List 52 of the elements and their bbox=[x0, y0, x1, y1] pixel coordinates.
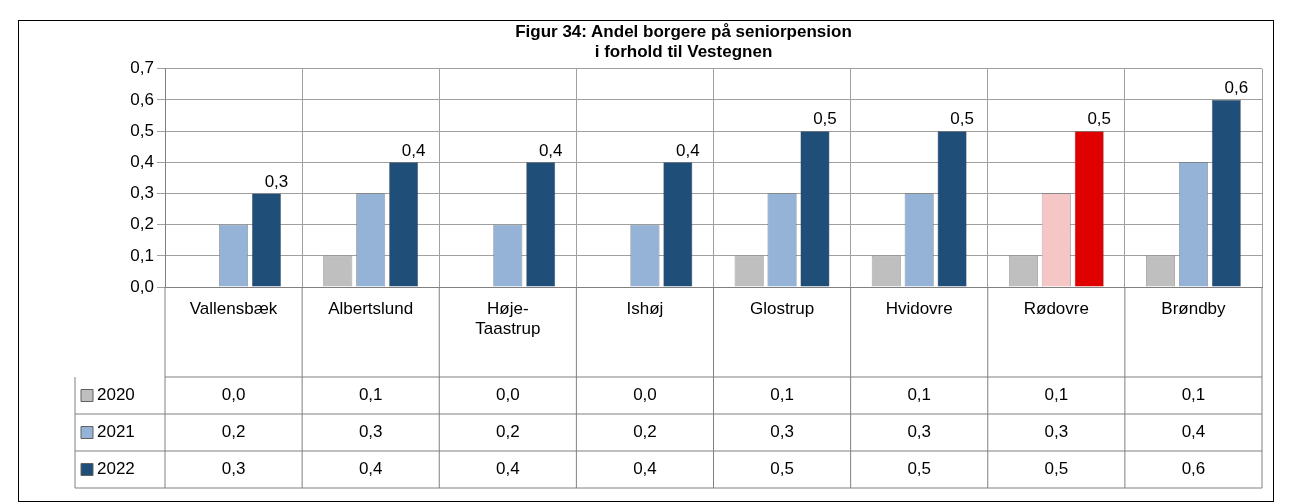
annotation: 0,6 bbox=[1224, 78, 1249, 98]
data-label: 0,2 bbox=[221, 422, 246, 442]
data-label: 0,2 bbox=[633, 422, 657, 442]
y-tick-label: 0,3 bbox=[130, 183, 154, 203]
annotation: 0,4 bbox=[676, 140, 700, 160]
x-tick-label: Ishøj bbox=[626, 298, 664, 318]
legend-label: 2022 bbox=[97, 459, 135, 479]
data-label: 0,5 bbox=[1044, 459, 1069, 479]
data-label: 0,1 bbox=[358, 385, 383, 405]
data-label: 0,0 bbox=[633, 385, 657, 405]
data-label: 0,5 bbox=[770, 459, 794, 479]
y-tick-label: 0,0 bbox=[130, 276, 154, 296]
data-label: 0,0 bbox=[221, 385, 246, 405]
x-tick-label: Brøndby bbox=[1161, 298, 1227, 318]
x-tick-label: Glostrup bbox=[749, 298, 815, 318]
x-tick-label: Albertslund bbox=[328, 298, 414, 318]
y-tick-label: 0,5 bbox=[130, 120, 154, 140]
data-label: 0,1 bbox=[907, 385, 932, 405]
data-label: 0,1 bbox=[1044, 385, 1069, 405]
x-tick-label: Vallensbæk bbox=[189, 298, 278, 318]
legend-label: 2020 bbox=[97, 385, 135, 405]
x-tick-label: Høje-Taastrup bbox=[475, 298, 541, 339]
data-label: 0,5 bbox=[907, 459, 932, 479]
annotation: 0,4 bbox=[538, 140, 563, 160]
annotation: 0,5 bbox=[950, 109, 974, 129]
y-tick-label: 0,4 bbox=[130, 152, 154, 171]
data-label: 0,4 bbox=[495, 459, 520, 479]
data-label: 0,0 bbox=[495, 385, 520, 405]
chart-title: Figur 34: Andel borgere på seniorpension i forhold til Vestegnen bbox=[515, 21, 852, 62]
data-label: 0,3 bbox=[907, 422, 932, 442]
data-label: 0,4 bbox=[1181, 422, 1206, 442]
annotation: 0,5 bbox=[1087, 109, 1112, 129]
data-label: 0,3 bbox=[221, 459, 246, 479]
data-label: 0,1 bbox=[1181, 385, 1206, 405]
y-tick-label: 0,1 bbox=[130, 245, 154, 265]
annotation: 0,4 bbox=[401, 140, 426, 160]
data-label: 0,2 bbox=[495, 422, 520, 442]
data-label: 0,3 bbox=[770, 422, 794, 442]
annotation: 0,3 bbox=[264, 171, 289, 191]
data-label: 0,3 bbox=[1044, 422, 1069, 442]
data-label: 0,1 bbox=[770, 385, 794, 405]
x-tick-label: Rødovre bbox=[1023, 298, 1089, 318]
y-tick-label: 0,2 bbox=[130, 214, 154, 234]
y-tick-label: 0,6 bbox=[130, 89, 154, 109]
annotation: 0,5 bbox=[813, 109, 837, 129]
data-label: 0,4 bbox=[358, 459, 383, 479]
legend-label: 2021 bbox=[97, 422, 135, 442]
data-label: 0,6 bbox=[1181, 459, 1206, 479]
x-tick-label: Hvidovre bbox=[885, 298, 953, 318]
data-label: 0,4 bbox=[633, 459, 657, 479]
y-tick-label: 0,7 bbox=[130, 58, 154, 78]
data-label: 0,3 bbox=[358, 422, 383, 442]
